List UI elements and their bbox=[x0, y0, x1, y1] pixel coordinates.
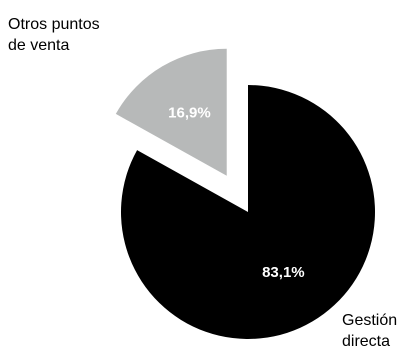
pie-slice-otros-puntos-de-venta bbox=[115, 48, 227, 176]
slice-value-label: 16,9% bbox=[168, 104, 211, 121]
legend-label-otros-puntos-de-venta: Otros puntos de venta bbox=[8, 14, 100, 56]
legend-label-line: Gestión bbox=[342, 312, 398, 329]
slice-value-label: 83,1% bbox=[262, 264, 305, 281]
legend-label-line: de venta bbox=[8, 37, 70, 54]
legend-label-line: Otros puntos bbox=[8, 16, 100, 33]
legend-label-gestion-directa: Gestión directa bbox=[342, 310, 397, 352]
pie-slice-gestion-directa bbox=[121, 85, 375, 339]
legend-label-line: directa bbox=[342, 333, 391, 350]
